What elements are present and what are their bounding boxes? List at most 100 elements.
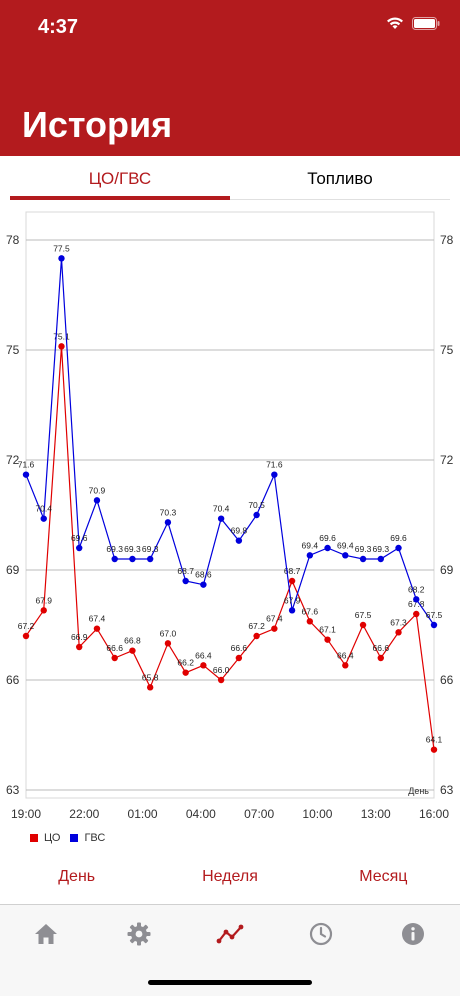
tabbar-home[interactable] [31,919,61,949]
data-label: 67.0 [160,628,177,638]
data-label: 67.2 [248,621,265,631]
data-label: 70.5 [248,500,265,510]
x-tick-label: 19:00 [11,807,41,821]
y-tick-label-left: 78 [6,233,20,247]
tabbar-settings[interactable] [124,919,154,949]
y-tick-label-right: 69 [440,563,454,577]
legend-swatch-co [30,834,38,842]
data-point [217,676,225,684]
plot-frame [25,211,435,799]
data-label: 66.6 [373,643,390,653]
data-point [430,621,438,629]
x-tick-label: 01:00 [128,807,158,821]
tabbar-history[interactable] [215,919,245,949]
data-point [182,577,189,585]
y-tick-label-right: 72 [440,453,454,467]
data-label: 67.8 [408,599,425,609]
x-axis-label: День [408,786,429,796]
data-label: 67.3 [390,617,407,627]
data-point [76,643,83,651]
y-tick-label-left: 63 [6,783,20,797]
data-label: 70.3 [160,507,177,517]
data-point [342,662,349,669]
data-point [324,544,331,552]
data-label: 77.5 [53,243,70,253]
chart-icon [216,924,244,944]
data-point [253,511,260,519]
data-point [182,669,189,676]
tabbar-info[interactable] [398,919,428,949]
data-label: 69.6 [71,533,88,543]
data-point [359,621,367,629]
battery-icon [412,17,440,30]
x-tick-label: 13:00 [361,807,391,821]
data-label: 67.2 [18,621,35,631]
data-label: 67.6 [302,606,319,616]
legend-label-co: ЦО [44,832,61,844]
y-tick-label-right: 66 [440,673,454,687]
data-label: 69.3 [106,544,123,554]
legend-label-gvs: ГВС [84,832,106,844]
data-point [359,555,367,563]
data-label: 67.5 [426,610,443,620]
data-label: 70.4 [213,504,230,514]
data-label: 71.6 [266,460,283,470]
data-label: 66.9 [71,632,88,642]
data-point [93,497,101,504]
data-label: 68.7 [284,566,301,576]
data-label: 70.9 [89,485,106,495]
data-point [395,629,402,636]
data-point [377,654,384,662]
tab-fuel[interactable]: Топливо [307,169,373,188]
y-tick-label-left: 72 [6,453,20,467]
page-title: История [22,104,173,145]
data-point [395,544,402,552]
data-point [129,555,136,563]
data-label: 66.4 [195,650,212,660]
data-label: 67.1 [319,625,336,635]
data-label: 67.4 [266,614,283,624]
data-point [58,255,65,262]
data-label: 69.3 [373,544,390,554]
range-week-button[interactable]: Неделя [202,868,258,885]
clock-icon [309,922,333,946]
data-label: 69.6 [319,533,336,543]
data-point [271,625,278,632]
data-label: 69.3 [355,544,372,554]
data-point [22,471,30,478]
data-label: 66.8 [124,636,141,646]
data-point [58,343,65,350]
data-point [235,654,243,662]
home-indicator [148,980,312,985]
history-chart[interactable]: 63 63 66 66 69 69 72 72 75 75 78 78 19:00 22:00 01:00 0… [0,208,460,828]
tab-co-gvs[interactable]: ЦО/ГВС [10,164,230,200]
tabbar-schedule[interactable] [306,919,336,949]
y-tick-label-right: 78 [440,233,454,247]
legend: ЦО ГВС [30,832,105,844]
data-point [430,746,438,753]
data-label: 69.8 [231,526,248,536]
data-label: 67.4 [89,614,106,624]
data-label: 69.4 [337,540,354,550]
data-point [146,684,154,691]
status-icons [386,17,440,30]
data-point [217,515,225,522]
data-point [22,632,30,640]
data-point [76,544,83,552]
data-point [111,555,118,563]
data-point [111,654,118,662]
data-label: 71.6 [18,460,35,470]
data-point [93,625,101,632]
y-tick-label-right: 63 [440,783,454,797]
y-tick-label-left: 69 [6,563,20,577]
y-tick-label-left: 66 [6,673,20,687]
header: 4:37 История [0,0,460,156]
range-day-button[interactable]: День [58,868,96,885]
data-point [146,555,154,563]
data-label: 66.2 [177,658,194,668]
data-point [271,471,278,478]
data-label: 64.1 [426,735,443,745]
range-month-button[interactable]: Месяц [359,868,408,885]
x-tick-label: 10:00 [302,807,332,821]
data-point [235,537,243,544]
